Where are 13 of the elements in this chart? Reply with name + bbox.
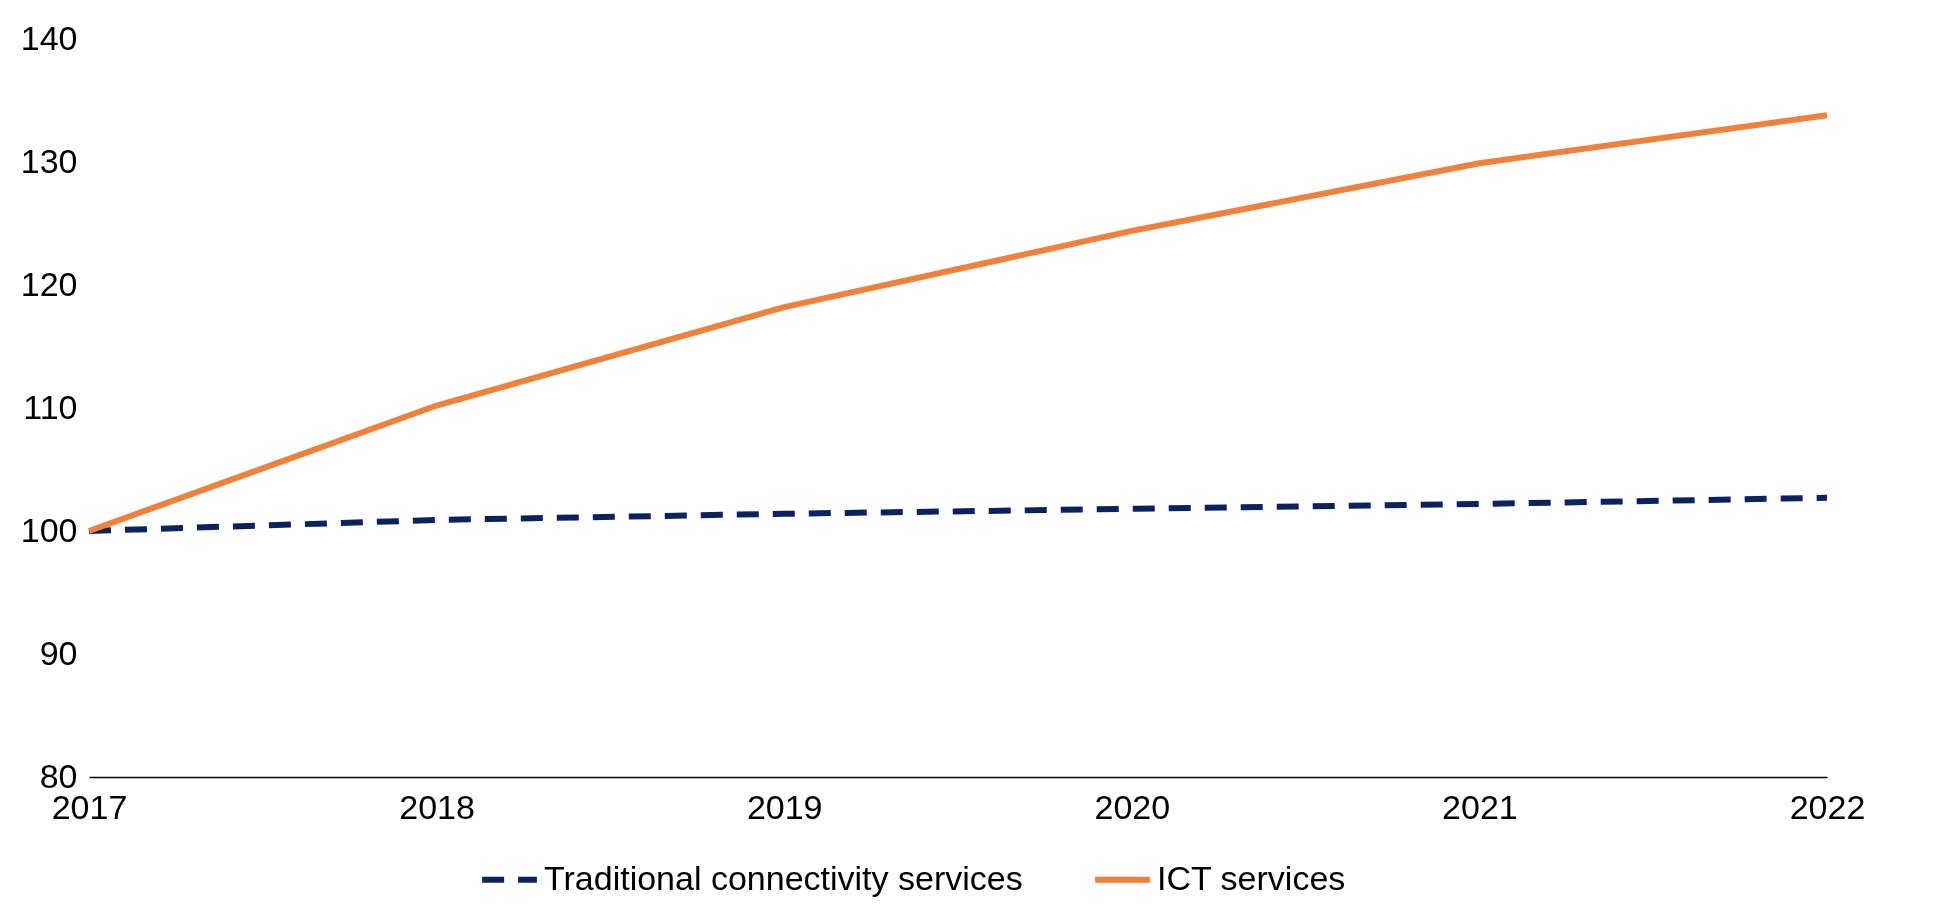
y-tick-label: 100 [20, 510, 78, 549]
y-tick-label: 110 [23, 387, 78, 426]
legend-label: Traditional connectivity services [544, 858, 1023, 897]
y-tick-label: 120 [20, 264, 78, 303]
x-tick-label: 2022 [1789, 787, 1866, 826]
x-tick-label: 2020 [1094, 787, 1171, 826]
legend-label: ICT services [1157, 858, 1346, 897]
y-tick-label: 140 [20, 18, 78, 57]
y-tick-label: 130 [20, 141, 78, 180]
x-tick-label: 2019 [746, 787, 823, 826]
x-tick-label: 2018 [399, 787, 475, 826]
x-tick-label: 2021 [1442, 787, 1518, 826]
y-tick-label: 90 [39, 633, 78, 672]
